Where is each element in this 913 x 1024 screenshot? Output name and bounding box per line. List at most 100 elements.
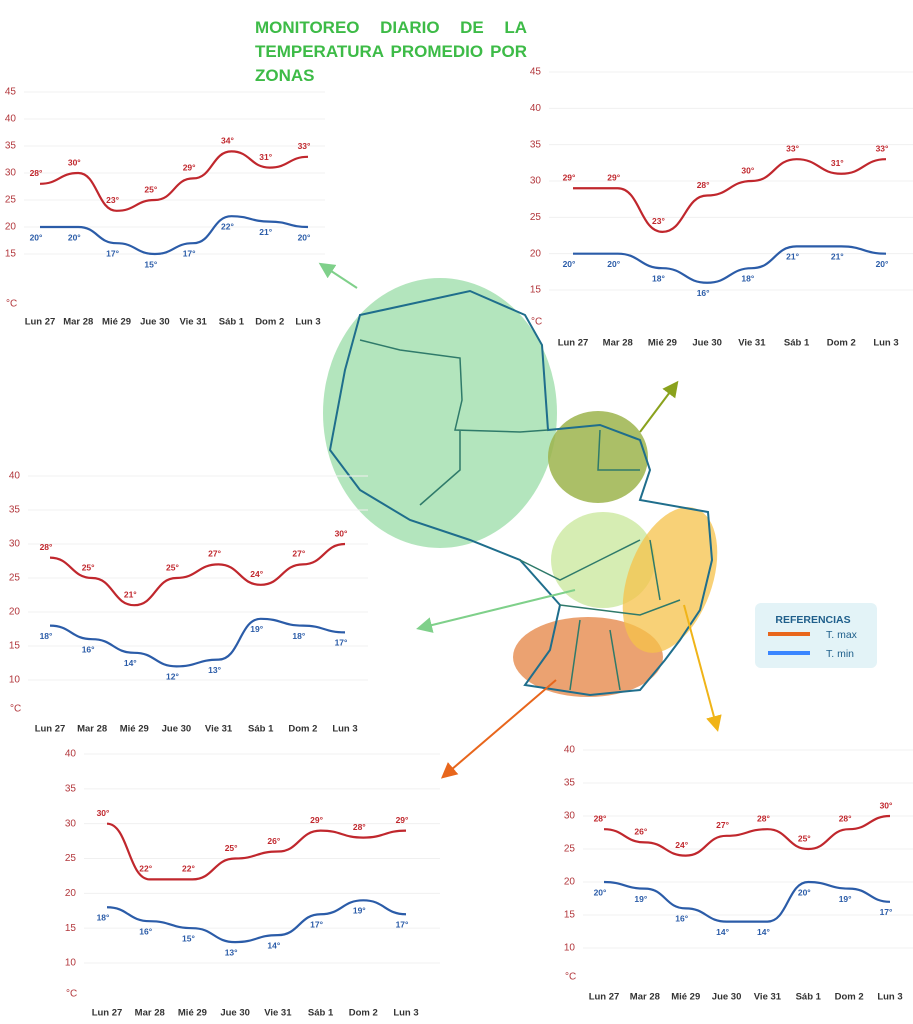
y-tick-label: 30 bbox=[65, 818, 77, 829]
x-tick-label: Vie 31 bbox=[754, 992, 782, 1003]
chart: 10 15 20 25 30 35 40 °C Lun 27 Mar 28 Mié 29 Jue 30… bbox=[65, 749, 440, 1019]
temperature-line bbox=[106, 899, 407, 944]
y-tick-label: 30 bbox=[5, 168, 17, 179]
x-tick-label: Lun 27 bbox=[558, 338, 589, 349]
value-label: 20° bbox=[563, 259, 576, 269]
x-tick-label: Lun 27 bbox=[25, 317, 56, 328]
y-tick-label: 35 bbox=[564, 778, 576, 789]
x-tick-label: Vie 31 bbox=[179, 317, 207, 328]
value-label: 29° bbox=[563, 173, 576, 183]
y-tick-label: 30 bbox=[564, 811, 576, 822]
x-tick-label: Jue 30 bbox=[162, 724, 192, 735]
chart: 10 15 20 25 30 35 40 °C Lun 27 Mar 28 Mié 29 Jue 30… bbox=[9, 471, 368, 735]
arrow bbox=[416, 589, 576, 633]
value-label: 15° bbox=[144, 259, 157, 269]
value-label: 24° bbox=[250, 569, 263, 579]
x-tick-label: Lun 3 bbox=[873, 338, 898, 349]
value-label: 17° bbox=[106, 248, 119, 258]
value-label: 29° bbox=[183, 163, 196, 173]
x-tick-label: Lun 3 bbox=[295, 317, 320, 328]
value-label: 25° bbox=[82, 562, 95, 572]
value-label: 14° bbox=[757, 927, 770, 937]
y-tick-label: 15 bbox=[530, 285, 542, 296]
value-label: 25° bbox=[166, 562, 179, 572]
y-tick-label: 35 bbox=[5, 141, 17, 152]
value-label: 21° bbox=[786, 252, 799, 262]
value-label: 21° bbox=[124, 589, 137, 599]
x-tick-label: Mié 29 bbox=[671, 992, 700, 1003]
x-tick-label: Sáb 1 bbox=[784, 338, 810, 349]
value-label: 20° bbox=[298, 232, 311, 242]
y-tick-label: 10 bbox=[65, 958, 77, 969]
y-unit: °C bbox=[10, 704, 21, 715]
temperature-line bbox=[106, 822, 407, 881]
value-label: 23° bbox=[652, 216, 665, 226]
value-label: 25° bbox=[144, 184, 157, 194]
x-tick-label: Mié 29 bbox=[102, 317, 131, 328]
x-tick-label: Mar 28 bbox=[630, 992, 660, 1003]
value-label: 28° bbox=[594, 813, 607, 823]
y-tick-label: 40 bbox=[530, 103, 542, 114]
value-label: 33° bbox=[876, 143, 889, 153]
value-label: 18° bbox=[652, 273, 665, 283]
x-tick-label: Vie 31 bbox=[264, 1008, 292, 1019]
x-tick-label: Sáb 1 bbox=[796, 992, 822, 1003]
x-tick-label: Lun 3 bbox=[877, 992, 902, 1003]
value-label: 18° bbox=[741, 273, 754, 283]
y-tick-label: 35 bbox=[9, 505, 21, 516]
x-tick-label: Lun 27 bbox=[92, 1008, 123, 1019]
x-tick-label: Dom 2 bbox=[255, 317, 284, 328]
value-label: 19° bbox=[634, 894, 647, 904]
value-label: 15° bbox=[182, 933, 195, 943]
value-label: 31° bbox=[259, 152, 272, 162]
value-label: 31° bbox=[831, 158, 844, 168]
y-tick-label: 40 bbox=[564, 745, 576, 756]
value-label: 29° bbox=[310, 815, 323, 825]
value-label: 33° bbox=[786, 143, 799, 153]
value-label: 16° bbox=[697, 288, 710, 298]
x-tick-label: Mié 29 bbox=[178, 1008, 207, 1019]
x-tick-label: Jue 30 bbox=[712, 992, 742, 1003]
temperature-line bbox=[572, 158, 887, 233]
arrow bbox=[440, 679, 557, 779]
x-tick-label: Mar 28 bbox=[603, 338, 633, 349]
y-tick-label: 25 bbox=[5, 195, 17, 206]
y-tick-label: 25 bbox=[530, 212, 542, 223]
value-label: 27° bbox=[716, 820, 729, 830]
x-tick-label: Jue 30 bbox=[220, 1008, 250, 1019]
y-tick-label: 45 bbox=[530, 67, 542, 78]
value-label: 28° bbox=[40, 542, 53, 552]
y-tick-label: 45 bbox=[5, 87, 17, 98]
x-tick-label: Jue 30 bbox=[692, 338, 722, 349]
x-tick-label: Vie 31 bbox=[205, 724, 233, 735]
y-tick-label: 25 bbox=[564, 844, 576, 855]
y-tick-label: 25 bbox=[9, 573, 21, 584]
chart: 10 15 20 25 30 35 40 °C Lun 27 Mar 28 Mié 29 Jue 30… bbox=[564, 745, 913, 1003]
y-tick-label: 20 bbox=[5, 222, 17, 233]
value-label: 30° bbox=[68, 157, 81, 167]
temperature-line bbox=[49, 617, 346, 668]
value-label: 28° bbox=[30, 168, 43, 178]
value-label: 22° bbox=[182, 864, 195, 874]
value-label: 17° bbox=[396, 919, 409, 929]
temperature-line bbox=[39, 215, 309, 256]
value-label: 19° bbox=[839, 894, 852, 904]
value-label: 20° bbox=[798, 887, 811, 897]
y-tick-label: 15 bbox=[5, 249, 17, 260]
y-tick-label: 20 bbox=[9, 607, 21, 618]
value-label: 29° bbox=[396, 815, 409, 825]
y-tick-label: 10 bbox=[9, 675, 21, 686]
x-tick-label: Mar 28 bbox=[77, 724, 107, 735]
x-tick-label: Jue 30 bbox=[140, 317, 170, 328]
value-label: 19° bbox=[250, 624, 263, 634]
value-label: 18° bbox=[97, 913, 110, 923]
zone-south bbox=[513, 617, 663, 697]
value-label: 30° bbox=[741, 165, 754, 175]
value-label: 34° bbox=[221, 136, 234, 146]
y-unit: °C bbox=[565, 972, 576, 983]
y-tick-label: 15 bbox=[564, 910, 576, 921]
x-tick-label: Dom 2 bbox=[349, 1008, 378, 1019]
value-label: 25° bbox=[225, 843, 238, 853]
value-label: 14° bbox=[124, 658, 137, 668]
